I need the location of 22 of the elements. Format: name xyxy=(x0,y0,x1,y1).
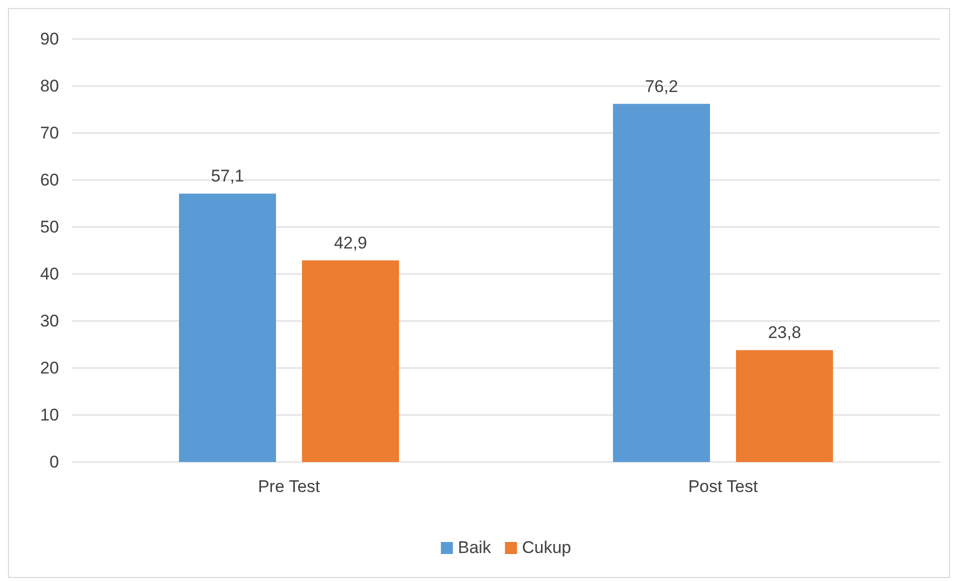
bar xyxy=(613,104,710,462)
y-tick-label: 40 xyxy=(40,264,59,284)
bar xyxy=(179,194,276,462)
y-tick-label: 30 xyxy=(40,311,59,330)
y-tick-label: 0 xyxy=(50,452,59,472)
y-tick-label: 90 xyxy=(40,29,59,48)
data-label: 23,8 xyxy=(768,323,802,342)
y-tick-label: 70 xyxy=(40,123,59,142)
bar xyxy=(302,260,399,462)
data-label: 42,9 xyxy=(334,233,368,252)
data-label: 57,1 xyxy=(210,166,244,186)
legend-label: Baik xyxy=(458,538,492,557)
y-tick-label: 60 xyxy=(40,170,59,190)
y-tick-label: 50 xyxy=(40,217,59,236)
x-tick-label: Pre Test xyxy=(258,477,320,496)
bar xyxy=(736,350,833,462)
data-label: 76,2 xyxy=(644,76,678,96)
x-tick-label: Post Test xyxy=(688,477,758,496)
legend-label: Cukup xyxy=(522,538,572,557)
y-tick-label: 20 xyxy=(40,358,59,378)
y-tick-label: 80 xyxy=(40,76,59,96)
y-tick-label: 10 xyxy=(40,405,59,424)
